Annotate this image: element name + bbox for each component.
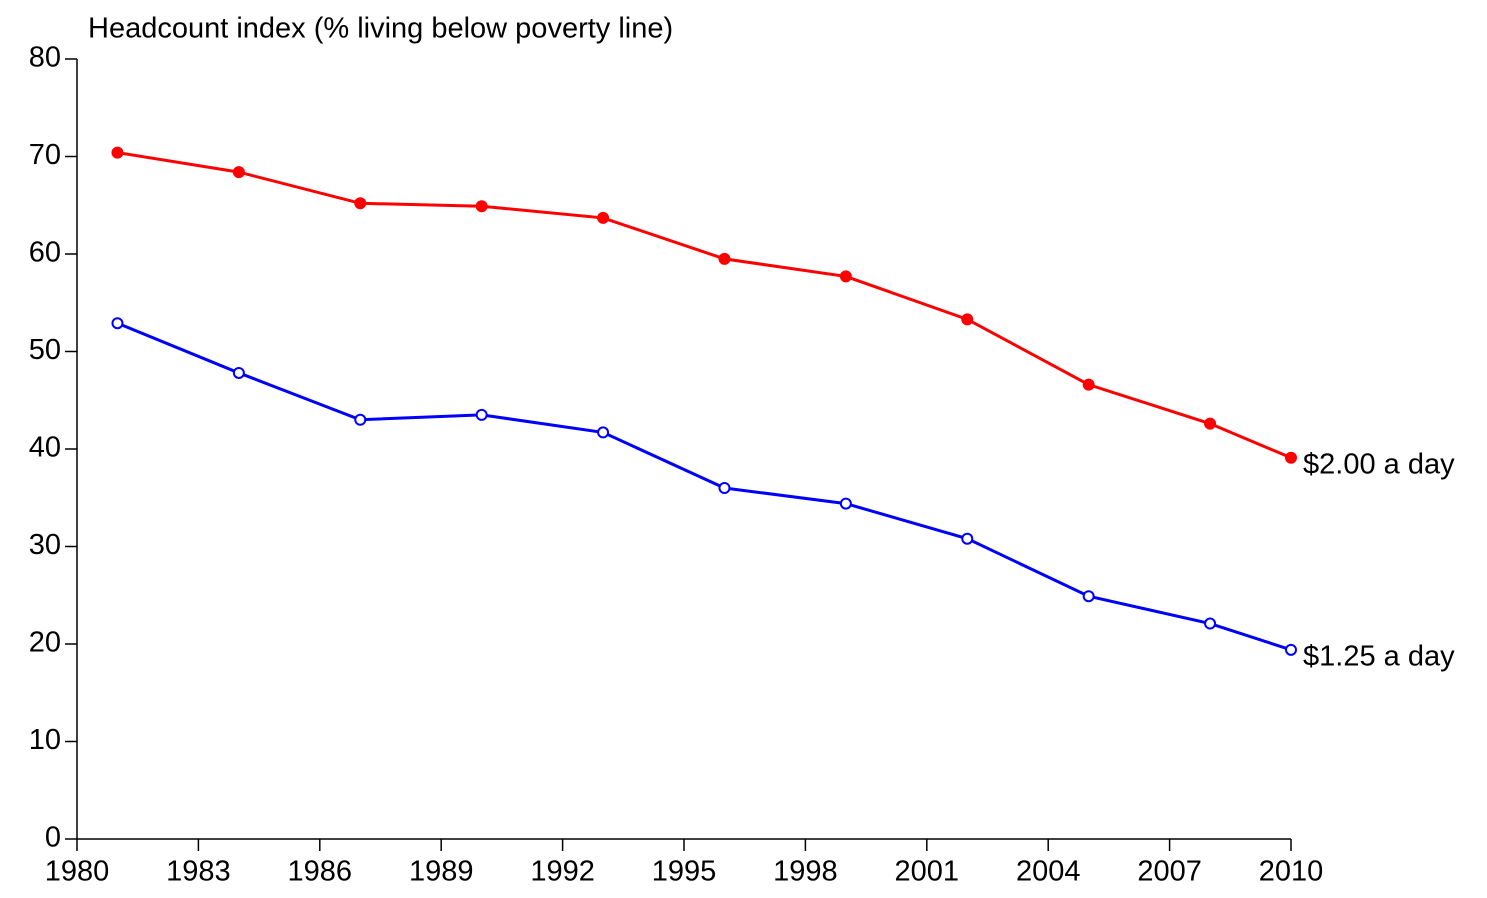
point: [839, 270, 852, 283]
series-line: [116, 321, 1292, 652]
point: [961, 313, 974, 326]
point: [475, 408, 488, 421]
y-tick-label: 30: [29, 529, 61, 561]
series-line: [117, 151, 1292, 460]
point: [1285, 643, 1297, 656]
point: [1082, 378, 1095, 391]
point: [1204, 417, 1217, 430]
series-label: $2.00 a day: [1303, 448, 1455, 480]
point: [1285, 451, 1297, 464]
x-tick-label: 1980: [45, 856, 110, 888]
y-tick-label: 10: [29, 724, 61, 756]
point: [475, 200, 488, 213]
y-tick-label: 0: [45, 822, 61, 854]
y-tick-label: 80: [29, 42, 61, 74]
x-tick-label: 2001: [895, 856, 960, 888]
y-tick-label: 60: [29, 237, 61, 269]
point: [839, 497, 852, 510]
point: [718, 482, 731, 494]
y-tick-label: 70: [29, 139, 61, 171]
point: [354, 197, 367, 210]
x-tick-label: 1995: [652, 856, 717, 888]
point: [718, 252, 731, 265]
point: [232, 366, 245, 379]
x-tick-label: 1998: [773, 856, 838, 888]
y-tick-label: 50: [29, 334, 61, 366]
point: [111, 146, 124, 159]
x-tick-label: 1992: [530, 856, 595, 888]
x-tick-label: 1989: [409, 856, 474, 888]
x-tick-label: 2007: [1137, 856, 1202, 888]
point: [232, 166, 245, 179]
y-tick-label: 20: [29, 627, 61, 659]
point: [597, 426, 610, 439]
x-tick-label: 1986: [288, 856, 353, 888]
point: [597, 211, 610, 224]
point: [961, 532, 974, 545]
point: [1082, 590, 1095, 603]
x-tick-label: 2004: [1016, 856, 1081, 888]
point: [1204, 617, 1217, 630]
y-tick-label: 40: [29, 432, 61, 464]
chart-title: Headcount index (% living below poverty …: [88, 13, 673, 45]
x-tick-label: 1983: [166, 856, 231, 888]
point: [111, 317, 124, 330]
series-label: $1.25 a day: [1303, 641, 1455, 673]
x-tick-label: 2010: [1259, 856, 1324, 888]
point: [354, 413, 367, 426]
